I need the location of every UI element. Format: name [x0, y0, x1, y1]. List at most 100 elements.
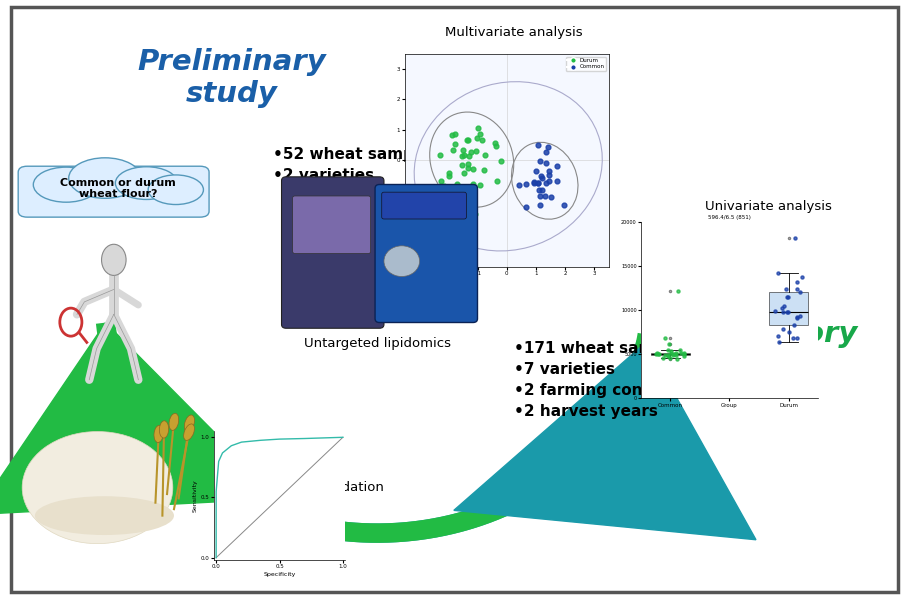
Point [655, 353, 670, 363]
Text: Confirmatory
study: Confirmatory study [642, 320, 858, 380]
PathPatch shape [651, 353, 690, 355]
Point [771, 268, 785, 278]
Point [457, 150, 472, 160]
Point [664, 347, 678, 356]
Point [450, 179, 464, 188]
Text: Univariate analysis: Univariate analysis [704, 199, 832, 213]
Ellipse shape [169, 413, 179, 430]
Point [776, 301, 791, 311]
Ellipse shape [115, 167, 177, 199]
Ellipse shape [34, 167, 99, 202]
Point [668, 350, 683, 359]
Ellipse shape [154, 425, 164, 443]
Point [489, 141, 504, 150]
Point [662, 339, 676, 349]
Text: Common or durum
wheat flour?: Common or durum wheat flour? [60, 178, 176, 199]
Point [445, 130, 459, 140]
Point [473, 180, 487, 189]
Point [657, 334, 672, 343]
Point [454, 151, 469, 161]
Point [527, 178, 542, 187]
Point [542, 170, 556, 180]
Point [539, 178, 554, 187]
FancyBboxPatch shape [18, 166, 209, 217]
Point [471, 123, 485, 133]
FancyBboxPatch shape [282, 177, 384, 328]
FancyBboxPatch shape [11, 7, 898, 592]
FancyBboxPatch shape [293, 196, 371, 253]
Point [786, 334, 801, 343]
Point [550, 176, 564, 185]
Point [664, 348, 678, 358]
Point [786, 320, 801, 329]
Point [534, 171, 548, 180]
Point [464, 147, 479, 157]
Point [466, 180, 481, 189]
Point [544, 192, 559, 201]
Point [648, 349, 663, 359]
Circle shape [102, 244, 126, 276]
Text: Preliminary
study: Preliminary study [137, 48, 326, 108]
Point [457, 195, 472, 205]
Point [669, 348, 684, 358]
X-axis label: Specificity: Specificity [264, 572, 295, 577]
Point [774, 304, 789, 313]
Title: 596.4/6.5 (851): 596.4/6.5 (851) [708, 215, 751, 220]
Point [790, 277, 804, 287]
Point [455, 182, 470, 192]
Text: Untargeted lipidomics: Untargeted lipidomics [304, 337, 451, 350]
Point [676, 349, 691, 359]
Point [527, 178, 542, 187]
Point [789, 313, 804, 322]
Point [677, 348, 692, 358]
Ellipse shape [35, 496, 174, 535]
Point [542, 166, 556, 176]
Point [781, 307, 795, 316]
FancyBboxPatch shape [382, 192, 466, 219]
Point [454, 161, 469, 170]
Point [666, 350, 681, 359]
Polygon shape [454, 343, 756, 540]
Ellipse shape [159, 420, 169, 438]
Point [779, 284, 794, 294]
Point [674, 349, 688, 358]
Point [469, 133, 484, 143]
Point [468, 209, 483, 219]
Point [781, 292, 795, 301]
Point [780, 307, 794, 317]
Ellipse shape [184, 424, 195, 440]
Point [661, 345, 675, 355]
Point [653, 349, 667, 359]
Point [494, 156, 509, 166]
Polygon shape [0, 323, 280, 515]
Point [537, 191, 552, 201]
Point [461, 159, 475, 168]
Point [669, 354, 684, 364]
Point [534, 191, 548, 201]
Point [474, 135, 489, 144]
Point [776, 324, 791, 334]
Point [780, 292, 794, 302]
Point [476, 165, 491, 174]
Text: •171 wheat samples
•7 varieties
•2 farming conditions
•2 harvest years: •171 wheat samples •7 varieties •2 farmi… [514, 341, 701, 419]
Point [661, 350, 675, 360]
Point [474, 129, 488, 138]
Point [512, 180, 526, 190]
Point [531, 140, 545, 150]
Point [448, 140, 463, 149]
Point [490, 176, 504, 185]
Point [534, 185, 549, 195]
Point [518, 202, 533, 212]
Point [794, 273, 809, 282]
Point [531, 178, 545, 187]
Point [446, 145, 461, 155]
Legend: Durum, Common: Durum, Common [565, 57, 606, 71]
Point [550, 161, 564, 171]
Point [541, 142, 555, 152]
Point [790, 313, 804, 322]
Point [651, 349, 665, 359]
Point [790, 334, 804, 343]
Point [434, 176, 448, 186]
Point [462, 152, 476, 161]
Point [533, 156, 547, 165]
